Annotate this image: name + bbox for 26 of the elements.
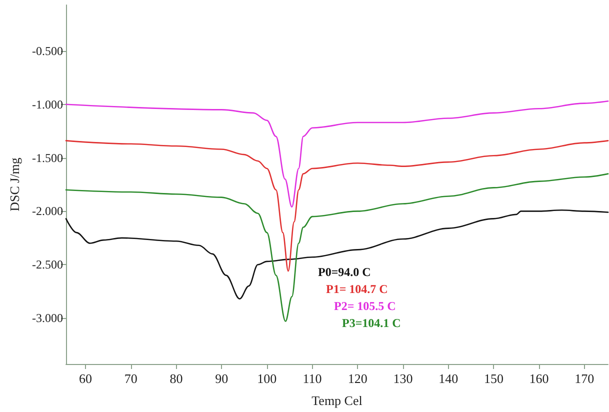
line-series <box>65 100 609 208</box>
line-series <box>65 209 609 300</box>
x-tick-label: 60 <box>79 371 92 386</box>
x-tick-label: 120 <box>348 371 368 386</box>
y-tick-label: -0.500 <box>32 44 63 58</box>
y-tick-label: -1.000 <box>32 97 63 112</box>
x-tick-label: 90 <box>215 371 228 386</box>
x-tick-label: 170 <box>574 371 594 386</box>
y-tick-label: -1.500 <box>32 150 63 165</box>
y-tick-label: -3.000 <box>32 311 63 326</box>
annotation: P0=94.0 C <box>318 265 371 279</box>
y-tick-label: -2.500 <box>32 258 63 272</box>
x-tick-label: 110 <box>302 371 322 386</box>
x-tick-label: 100 <box>257 371 277 386</box>
x-tick-label: 160 <box>529 371 549 386</box>
annotation: P1= 104.7 C <box>326 282 388 296</box>
x-tick-label: 140 <box>438 371 458 386</box>
x-tick-label: 150 <box>484 371 504 386</box>
x-tick-label: 130 <box>393 371 413 386</box>
y-tick-label: -2.000 <box>32 204 63 218</box>
x-axis-title: Temp Cel <box>312 393 363 408</box>
x-tick-label: 70 <box>124 371 138 386</box>
x-tick-label: 80 <box>170 371 183 386</box>
annotation: P2= 105.5 C <box>334 299 396 313</box>
y-axis-title: DSC J/mg <box>7 157 22 212</box>
annotation: P3=104.1 C <box>342 316 401 330</box>
